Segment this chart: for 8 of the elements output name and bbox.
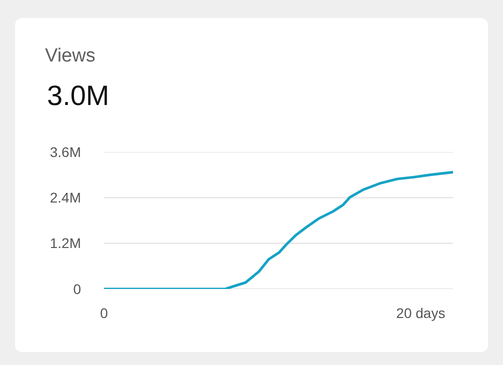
chart-title: Views: [45, 46, 96, 67]
x-tick-label: 20 days: [396, 305, 446, 321]
line-series: [104, 170, 453, 289]
chart-subtitle: 3.0M: [47, 80, 110, 111]
y-tick-label: 0: [73, 280, 82, 297]
y-tick-label: 1.2M: [50, 235, 81, 252]
y-tick-label: 2.4M: [50, 190, 81, 206]
y-tick-label: 3.6M: [50, 144, 81, 160]
